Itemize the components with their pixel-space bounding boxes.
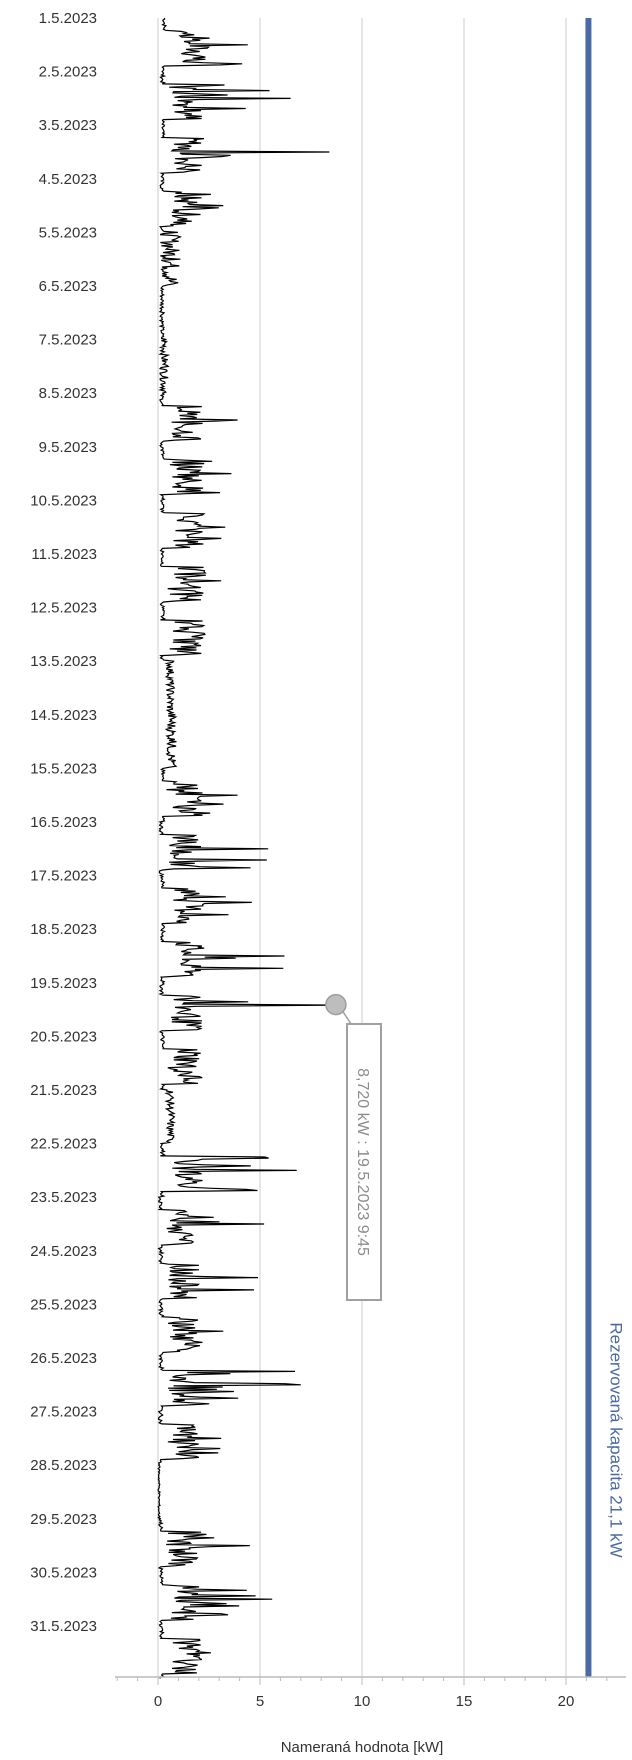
date-label: 1.5.2023 <box>39 10 97 27</box>
date-label: 8.5.2023 <box>39 385 97 402</box>
date-label: 6.5.2023 <box>39 278 97 295</box>
series-layer <box>157 17 336 1679</box>
x-axis: 0 5 10 15 20 <box>115 1676 626 1710</box>
date-label: 22.5.2023 <box>30 1136 97 1153</box>
date-axis-labels: 1.5.2023 2.5.2023 3.5.2023 4.5.2023 5.5.2023… <box>30 10 97 1635</box>
peak-marker[interactable] <box>325 993 347 1016</box>
date-label: 11.5.2023 <box>31 546 97 563</box>
date-label: 21.5.2023 <box>30 1082 97 1099</box>
grid-lines <box>157 18 567 1677</box>
date-label: 29.5.2023 <box>30 1511 97 1528</box>
date-label: 15.5.2023 <box>30 760 97 777</box>
date-label: 20.5.2023 <box>30 1028 97 1045</box>
date-label: 24.5.2023 <box>30 1243 97 1260</box>
date-label: 26.5.2023 <box>30 1350 97 1367</box>
date-label: 27.5.2023 <box>30 1404 97 1421</box>
tooltip-box <box>346 1023 382 1301</box>
x-axis-label: Nameraná hodnota [kW] <box>281 1739 444 1756</box>
x-tick-label: 20 <box>558 1693 575 1710</box>
date-label: 2.5.2023 <box>39 64 97 81</box>
date-label: 30.5.2023 <box>30 1564 97 1581</box>
date-label: 7.5.2023 <box>39 332 97 349</box>
date-label: 23.5.2023 <box>30 1189 97 1206</box>
date-label: 18.5.2023 <box>30 921 97 938</box>
date-label: 10.5.2023 <box>30 492 97 509</box>
date-label: 12.5.2023 <box>30 600 97 617</box>
reference-layer: Rezervovaná kapacita 21,1 kW <box>585 18 625 1677</box>
x-tick-label: 0 <box>154 1693 162 1710</box>
series-line <box>157 17 336 1679</box>
date-label: 5.5.2023 <box>39 224 97 241</box>
date-label: 31.5.2023 <box>30 1618 97 1635</box>
x-tick-label: 5 <box>256 1693 264 1710</box>
reserved-capacity-label: Rezervovaná kapacita 21,1 kW <box>606 1322 625 1557</box>
tooltip-connector <box>342 1011 352 1025</box>
date-label: 19.5.2023 <box>30 975 97 992</box>
date-label: 9.5.2023 <box>39 439 97 456</box>
date-label: 4.5.2023 <box>39 171 97 188</box>
date-label: 28.5.2023 <box>30 1457 97 1474</box>
date-label: 17.5.2023 <box>30 868 97 885</box>
x-tick-label: 10 <box>354 1693 371 1710</box>
x-tick-label: 15 <box>456 1693 473 1710</box>
tooltip-label: 8,720 kW : 19.5.2023 9:45 <box>354 1068 371 1256</box>
tooltip-layer: 8,720 kW : 19.5.2023 9:45 <box>325 993 382 1301</box>
date-label: 14.5.2023 <box>30 707 97 724</box>
date-label: 13.5.2023 <box>30 653 97 670</box>
date-label: 25.5.2023 <box>30 1296 97 1313</box>
date-label: 3.5.2023 <box>39 117 97 134</box>
date-label: 16.5.2023 <box>30 814 97 831</box>
